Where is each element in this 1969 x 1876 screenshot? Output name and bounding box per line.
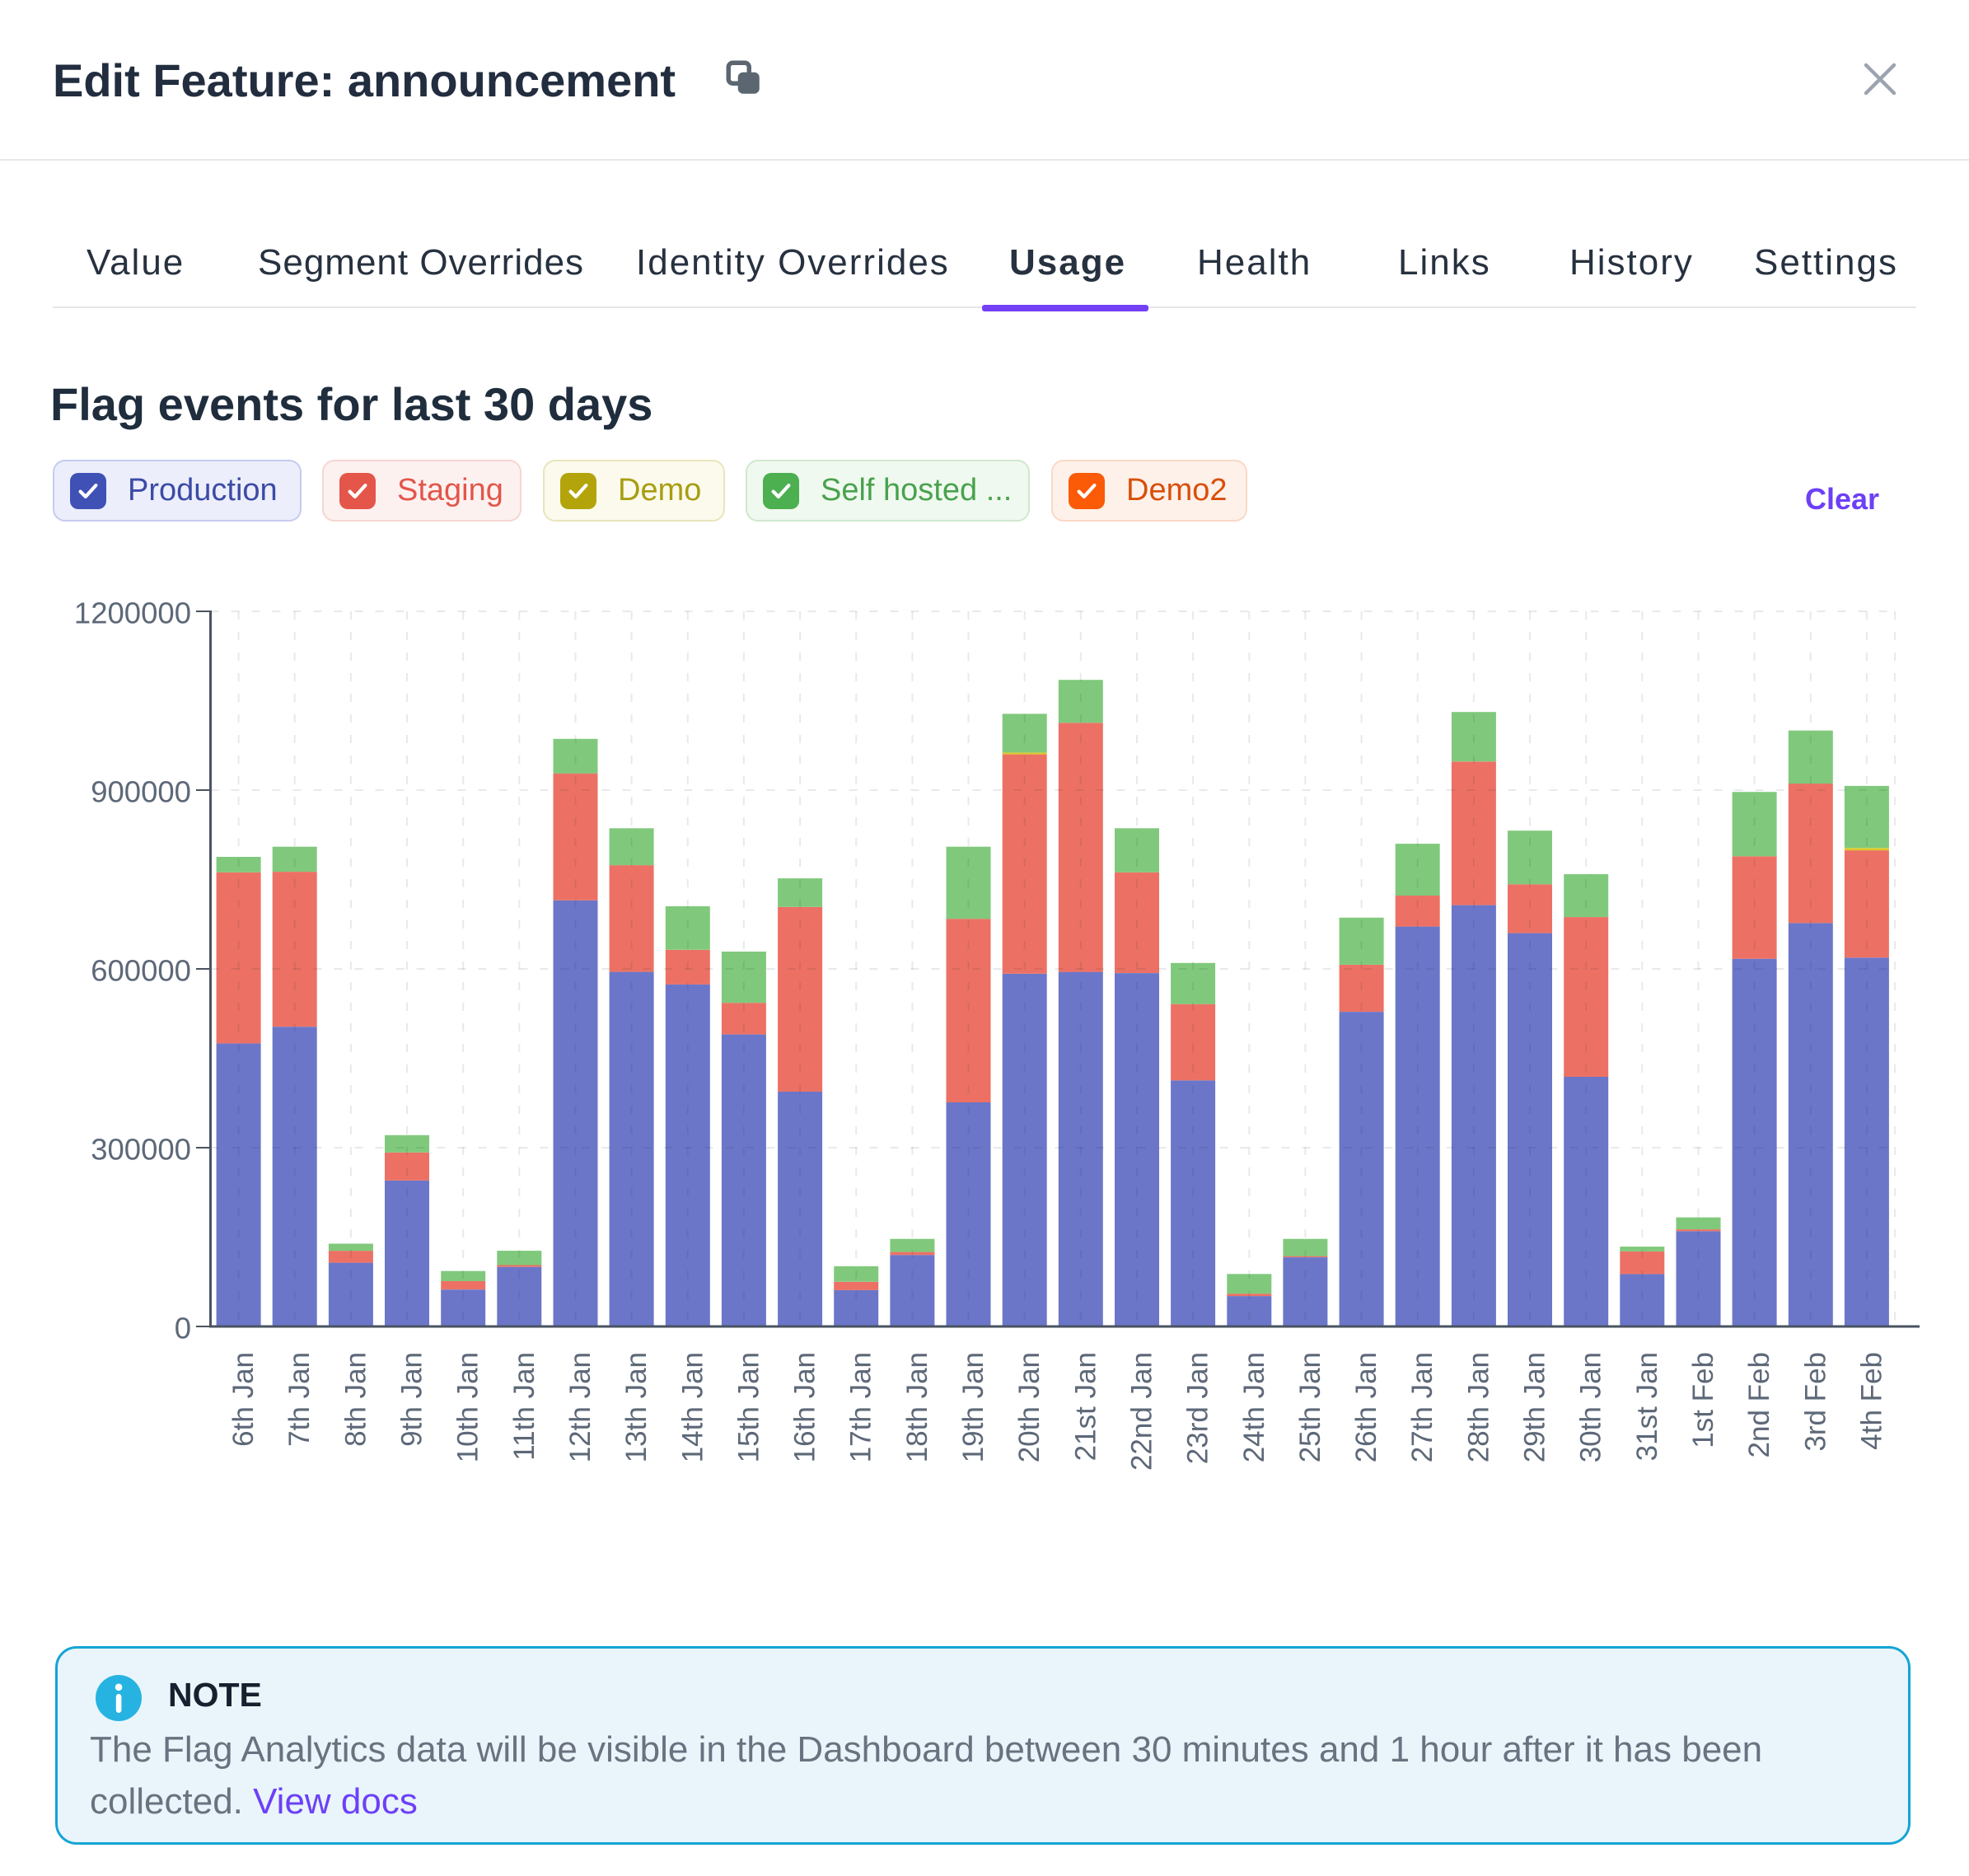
svg-text:30th Jan: 30th Jan xyxy=(1575,1352,1607,1462)
svg-text:20th Jan: 20th Jan xyxy=(1013,1352,1045,1462)
svg-text:27th Jan: 27th Jan xyxy=(1406,1352,1438,1462)
svg-text:15th Jan: 15th Jan xyxy=(732,1352,765,1462)
svg-text:7th Jan: 7th Jan xyxy=(283,1352,316,1447)
svg-text:19th Jan: 19th Jan xyxy=(957,1352,989,1462)
svg-text:17th Jan: 17th Jan xyxy=(845,1352,877,1462)
svg-text:4th Feb: 4th Feb xyxy=(1855,1352,1887,1450)
svg-text:600000: 600000 xyxy=(91,954,191,988)
svg-text:28th Jan: 28th Jan xyxy=(1462,1352,1494,1462)
svg-text:9th Jan: 9th Jan xyxy=(396,1352,428,1447)
svg-text:10th Jan: 10th Jan xyxy=(452,1352,484,1462)
svg-text:13th Jan: 13th Jan xyxy=(620,1352,652,1462)
svg-text:8th Jan: 8th Jan xyxy=(339,1352,372,1447)
svg-text:21st Jan: 21st Jan xyxy=(1069,1352,1101,1461)
svg-text:900000: 900000 xyxy=(91,775,191,809)
svg-text:6th Jan: 6th Jan xyxy=(227,1352,260,1447)
svg-text:24th Jan: 24th Jan xyxy=(1238,1352,1270,1462)
svg-text:12th Jan: 12th Jan xyxy=(564,1352,596,1462)
svg-text:18th Jan: 18th Jan xyxy=(901,1352,933,1462)
svg-text:25th Jan: 25th Jan xyxy=(1294,1352,1326,1462)
svg-text:22nd Jan: 22nd Jan xyxy=(1126,1352,1158,1471)
svg-text:2nd Feb: 2nd Feb xyxy=(1743,1352,1775,1457)
svg-text:31st Jan: 31st Jan xyxy=(1631,1352,1663,1461)
svg-text:1st Feb: 1st Feb xyxy=(1687,1352,1719,1448)
svg-text:0: 0 xyxy=(175,1312,191,1345)
svg-text:14th Jan: 14th Jan xyxy=(676,1352,709,1462)
svg-text:300000: 300000 xyxy=(91,1133,191,1167)
svg-text:23rd Jan: 23rd Jan xyxy=(1182,1352,1214,1464)
svg-text:3rd Feb: 3rd Feb xyxy=(1799,1352,1831,1452)
svg-text:16th Jan: 16th Jan xyxy=(789,1352,821,1462)
svg-text:11th Jan: 11th Jan xyxy=(508,1352,540,1461)
svg-text:26th Jan: 26th Jan xyxy=(1350,1352,1382,1462)
svg-text:29th Jan: 29th Jan xyxy=(1519,1352,1551,1462)
svg-text:1200000: 1200000 xyxy=(74,596,191,630)
